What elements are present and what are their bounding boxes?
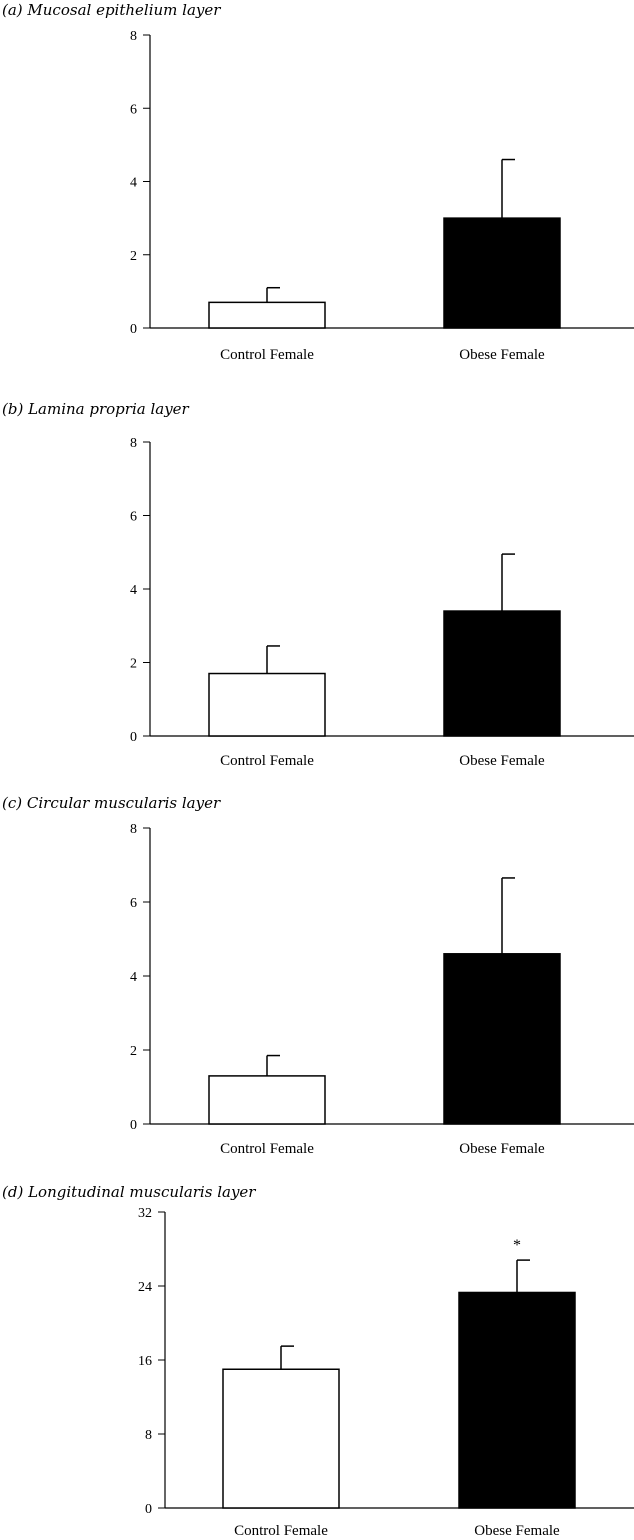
y-tick-label: 32 [138, 1206, 152, 1221]
y-tick-label: 0 [130, 1118, 137, 1133]
bar-obese-female [443, 610, 561, 737]
y-tick-label: 6 [130, 896, 137, 911]
bar-control-female [208, 672, 326, 737]
category-label: Control Female [220, 1141, 314, 1157]
category-label: Obese Female [459, 753, 545, 769]
y-tick-label: 2 [130, 249, 137, 264]
significance-marker: * [513, 1237, 521, 1254]
chart-panel-2: (b) Lamina propria layer 0 2 4 6 8 Control Fem… [2, 400, 634, 769]
bar-obese-female [458, 1291, 576, 1509]
category-label: Control Female [220, 753, 314, 769]
y-tick-label: 0 [130, 730, 137, 745]
bar-control-female [208, 301, 326, 329]
chart-panel-3: (c) Circular muscularis layer 0 2 4 6 8 Contro… [2, 794, 634, 1157]
bar-control-female [208, 1075, 326, 1125]
category-label: Obese Female [459, 1141, 545, 1157]
y-tick-label: 0 [130, 322, 137, 337]
chart-title: (d) Longitudinal muscularis layer [2, 1183, 256, 1201]
bar-obese-female [443, 953, 561, 1125]
category-label: Obese Female [474, 1523, 560, 1539]
y-tick-label: 4 [130, 970, 137, 985]
y-tick-label: 6 [130, 102, 137, 117]
y-tick-label: 8 [130, 29, 137, 44]
bar-control-female [222, 1368, 340, 1509]
y-tick-label: 6 [130, 510, 137, 525]
chart-title: (b) Lamina propria layer [2, 400, 190, 418]
y-tick-label: 4 [130, 176, 137, 191]
y-tick-label: 0 [145, 1502, 152, 1517]
category-label: Obese Female [459, 347, 545, 363]
category-label: Control Female [234, 1523, 328, 1539]
y-tick-label: 8 [130, 436, 137, 451]
y-tick-label: 24 [138, 1280, 152, 1295]
bar-obese-female [443, 217, 561, 329]
chart-panel-4: (d) Longitudinal muscularis layer 0 8 16 24 3… [2, 1183, 634, 1539]
y-tick-label: 4 [130, 583, 137, 598]
chart-title: (a) Mucosal epithelium layer [2, 1, 221, 19]
y-tick-label: 8 [130, 822, 137, 837]
category-label: Control Female [220, 347, 314, 363]
y-tick-label: 2 [130, 657, 137, 672]
y-tick-label: 8 [145, 1428, 152, 1443]
chart-panel-1: (a) Mucosal epithelium layer 0 2 4 6 8 Control… [2, 1, 634, 363]
chart-title: (c) Circular muscularis layer [2, 794, 221, 812]
y-tick-label: 2 [130, 1044, 137, 1059]
y-tick-label: 16 [138, 1354, 152, 1369]
